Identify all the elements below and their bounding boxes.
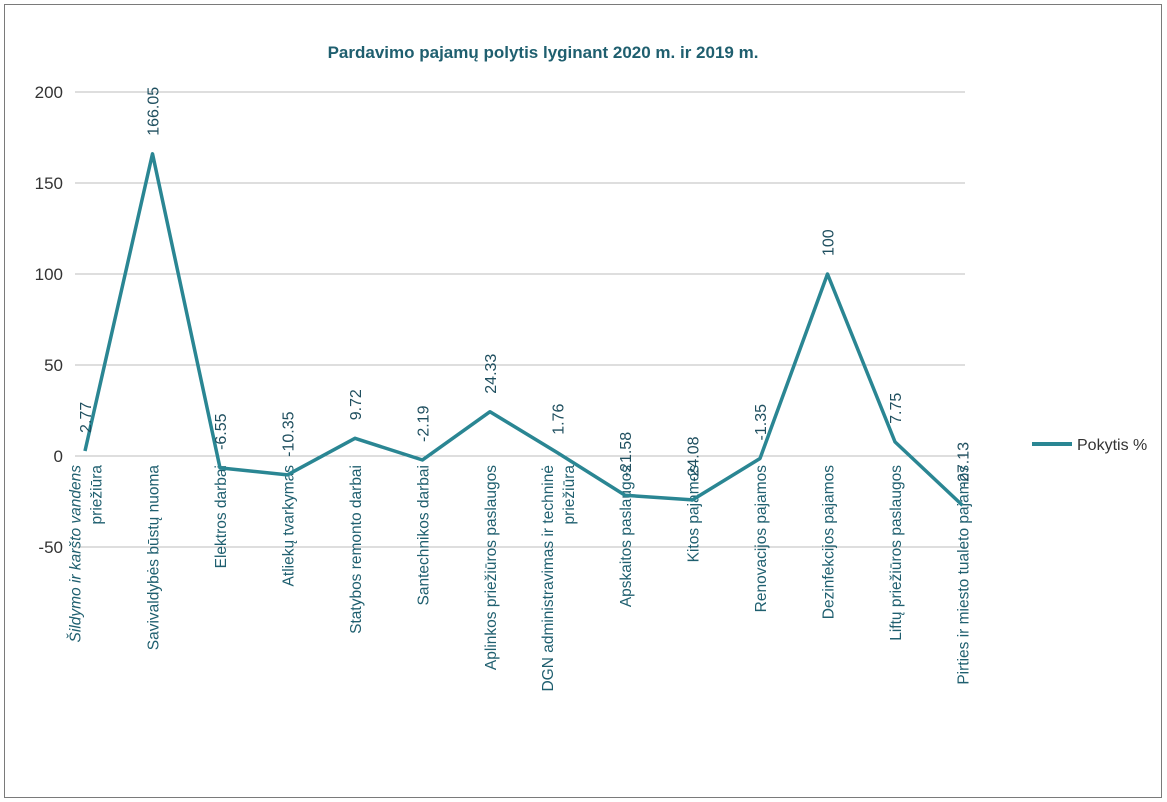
x-tick-label: Statybos remonto darbai xyxy=(348,465,365,634)
data-label: -24.08 xyxy=(686,436,703,481)
x-tick-label-line: Kitos pajamos xyxy=(686,465,703,563)
x-tick-label-line: Statybos remonto darbai xyxy=(348,465,365,634)
data-label: 2.77 xyxy=(78,402,95,433)
chart-title: Pardavimo pajamų polytis lyginant 2020 m… xyxy=(328,43,759,62)
data-label: -21.58 xyxy=(618,432,635,477)
x-tick-label: Liftų priežiūros paslaugos xyxy=(888,465,905,641)
x-tick-label-line: Pirties ir miesto tualeto pajamos xyxy=(956,465,973,685)
series-line-pokytis xyxy=(83,152,964,507)
x-tick-label-line: Atliekų tvarkymas xyxy=(281,465,298,587)
data-labels: 2.77 166.05 -6.55 -10.35 9.72 -2.19 24.33 1.76 -… xyxy=(78,87,973,488)
data-label: 1.76 xyxy=(551,404,568,435)
x-tick-label: Šildymo ir karšto vandens priežiūra xyxy=(68,465,106,643)
gridlines xyxy=(75,91,965,548)
x-tick-label: Elektros darbai xyxy=(213,465,230,568)
data-label: 166.05 xyxy=(146,87,163,136)
y-tick-label: -50 xyxy=(38,538,63,557)
x-tick-label: Aplinkos priežiūros paslaugos xyxy=(483,465,500,670)
x-tick-label: Renovacijos pajamos xyxy=(753,465,770,613)
data-label: -27.13 xyxy=(956,442,973,487)
x-tick-label: Dezinfekcijos pajamos xyxy=(821,465,838,619)
y-tick-label: 100 xyxy=(35,265,63,284)
y-tick-label: 200 xyxy=(35,83,63,102)
x-tick-label-line: Šildymo ir karšto vandens xyxy=(68,465,85,643)
data-label: 7.75 xyxy=(888,393,905,424)
x-tick-label: Pirties ir miesto tualeto pajamos xyxy=(956,465,973,685)
x-tick-label-line: Dezinfekcijos pajamos xyxy=(821,465,838,619)
x-tick-label: Apskaitos paslaugos xyxy=(618,465,635,607)
legend-label: Pokytis % xyxy=(1077,437,1147,454)
data-label: 9.72 xyxy=(348,389,365,420)
data-label: -10.35 xyxy=(281,411,298,456)
x-tick-label-line: Liftų priežiūros paslaugos xyxy=(888,465,905,641)
legend: Pokytis % xyxy=(1032,437,1147,454)
x-tick-label: Savivaldybės būstų nuoma xyxy=(146,465,163,651)
x-tick-label-line: Renovacijos pajamos xyxy=(753,465,770,613)
y-tick-label: 0 xyxy=(54,447,63,466)
x-tick-label-line: DGN administravimas ir techninė xyxy=(540,465,557,692)
chart-frame: Pardavimo pajamų polytis lyginant 2020 m… xyxy=(4,4,1162,798)
x-tick-label: Atliekų tvarkymas xyxy=(281,465,298,587)
x-tick-label-line: priežiūra xyxy=(89,465,106,525)
data-label: -1.35 xyxy=(753,404,770,441)
data-label: 100 xyxy=(821,229,838,256)
data-label: 24.33 xyxy=(483,354,500,394)
data-label: -2.19 xyxy=(416,405,433,442)
y-tick-label: 50 xyxy=(44,356,63,375)
line-chart: Pardavimo pajamų polytis lyginant 2020 m… xyxy=(35,43,1148,692)
y-tick-label: 150 xyxy=(35,174,63,193)
x-tick-label-line: Aplinkos priežiūros paslaugos xyxy=(483,465,500,670)
x-tick-label-line: Savivaldybės būstų nuoma xyxy=(146,465,163,651)
y-axis-ticks: 200 150 100 50 0 -50 xyxy=(35,83,63,557)
data-label: -6.55 xyxy=(213,413,230,450)
x-tick-label: Kitos pajamos xyxy=(686,465,703,563)
x-tick-label-line: Santechnikos darbai xyxy=(416,465,433,605)
x-tick-label: Santechnikos darbai xyxy=(416,465,433,605)
x-tick-label: DGN administravimas ir techninė priežiūra xyxy=(540,465,578,692)
x-tick-label-line: priežiūra xyxy=(561,465,578,525)
x-axis-labels: Šildymo ir karšto vandens priežiūra Saviva… xyxy=(68,465,973,692)
x-tick-label-line: Elektros darbai xyxy=(213,465,230,568)
x-tick-label-line: Apskaitos paslaugos xyxy=(618,465,635,607)
series-layer xyxy=(83,152,964,507)
